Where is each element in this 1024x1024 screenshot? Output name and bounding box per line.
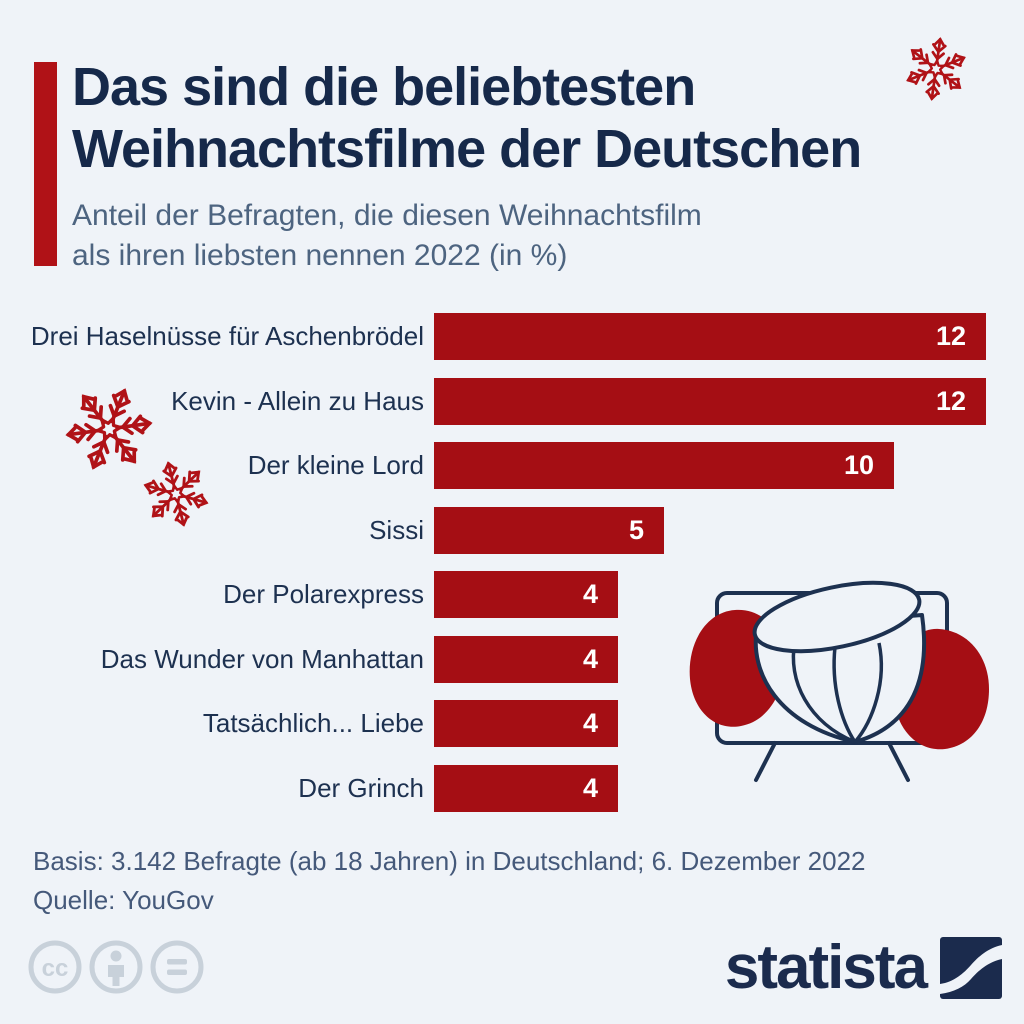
bar-value: 5 xyxy=(628,514,644,545)
title-accent-bar xyxy=(34,62,57,266)
bar-value: 10 xyxy=(843,450,874,480)
bar: 5 xyxy=(434,506,664,554)
bar-value: 4 xyxy=(582,772,598,803)
statista-logo-icon xyxy=(940,937,1002,999)
chart-row: Drei Haselnüsse für Aschenbrödel 12 xyxy=(0,313,1024,360)
bar: 10 xyxy=(434,442,894,489)
title-line-1: Das sind die beliebtesten xyxy=(72,57,696,117)
bar: 4 xyxy=(434,700,618,747)
svg-text:cc: cc xyxy=(42,955,69,982)
statista-brand: statista xyxy=(725,936,1002,1000)
chart-row: Der Grinch 4 xyxy=(0,764,1024,812)
bar-value: 4 xyxy=(582,643,598,674)
chart-row: Der Polarexpress 4 xyxy=(0,571,1024,618)
bar-value: 12 xyxy=(935,321,966,351)
footer-note: Basis: 3.142 Befragte (ab 18 Jahren) in … xyxy=(33,842,866,920)
bar-chart: Drei Haselnüsse für Aschenbrödel 12 Kevin … xyxy=(0,313,1024,829)
subtitle-line-1: Anteil der Befragten, die diesen Weihnac… xyxy=(72,199,702,232)
bar-value: 12 xyxy=(935,385,966,416)
cc-icon: cc xyxy=(28,940,82,994)
bar-label: Der kleine Lord xyxy=(247,450,424,480)
chart-row: Kevin - Allein zu Haus 12 xyxy=(0,377,1024,425)
bar-label: Drei Haselnüsse für Aschenbrödel xyxy=(30,321,424,351)
bar: 4 xyxy=(434,571,618,618)
chart-row: Tatsächlich... Liebe 4 xyxy=(0,700,1024,747)
bar-label: Sissi xyxy=(369,514,424,545)
bar: 4 xyxy=(434,635,618,683)
tv-leg-right xyxy=(887,741,910,782)
equals-icon xyxy=(150,940,204,994)
chart-row: Der kleine Lord 10 xyxy=(0,442,1024,489)
attribution-icon xyxy=(89,940,143,994)
source-text: Quelle: YouGov xyxy=(33,885,214,915)
bar-label: Der Grinch xyxy=(298,772,424,803)
hazelnut-icon xyxy=(752,580,927,744)
license-icons: cc xyxy=(26,938,206,996)
page-title: Das sind die beliebtesten Weihnachtsfilm… xyxy=(72,56,1012,180)
title-line-2: Weihnachtsfilme der Deutschen xyxy=(72,119,862,179)
page-subtitle: Anteil der Befragten, die diesen Weihnac… xyxy=(72,196,932,276)
bar-value: 4 xyxy=(582,579,598,609)
bar-value: 4 xyxy=(582,708,598,738)
bar: 12 xyxy=(434,313,986,360)
chart-row: Sissi 5 xyxy=(0,506,1024,554)
basis-text: Basis: 3.142 Befragte (ab 18 Jahren) in … xyxy=(33,846,866,876)
subtitle-line-2: als ihren liebsten nennen 2022 (in %) xyxy=(72,239,568,272)
bar: 4 xyxy=(434,764,618,812)
bar-label: Tatsächlich... Liebe xyxy=(202,708,424,738)
statista-wordmark: statista xyxy=(724,933,928,1002)
bar-label: Kevin - Allein zu Haus xyxy=(171,385,424,416)
tv-leg-left xyxy=(754,741,777,782)
bar-label: Das Wunder von Manhattan xyxy=(100,643,424,674)
bar: 12 xyxy=(434,377,986,425)
tv-hazelnut-illustration xyxy=(689,580,989,782)
bar-label: Der Polarexpress xyxy=(223,579,424,609)
chart-row: Das Wunder von Manhattan 4 xyxy=(0,635,1024,683)
